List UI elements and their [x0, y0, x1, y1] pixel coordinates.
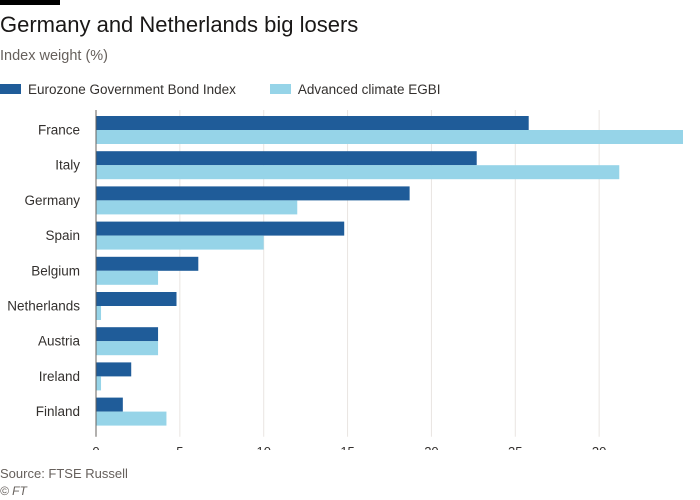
- legend-item-series-1: Eurozone Government Bond Index: [0, 82, 236, 97]
- bar-egbi-germany: [96, 186, 410, 201]
- bar-climate-egbi-austria: [96, 341, 159, 356]
- category-label: France: [38, 123, 80, 138]
- bar-climate-egbi-belgium: [96, 270, 159, 285]
- bar-egbi-spain: [96, 221, 345, 236]
- chart-legend: Eurozone Government Bond Index Advanced …: [0, 80, 440, 98]
- x-tick-label: 0: [92, 444, 99, 450]
- source-note: Source: FTSE Russell: [0, 466, 128, 481]
- category-label: Austria: [38, 334, 81, 349]
- bar-egbi-finland: [96, 397, 123, 412]
- x-tick-label: 20: [424, 444, 438, 450]
- x-tick-label: 15: [340, 444, 354, 450]
- brand-bar: [0, 0, 60, 5]
- category-label: Belgium: [31, 263, 80, 278]
- bar-egbi-italy: [96, 151, 477, 166]
- category-label: Spain: [45, 228, 80, 243]
- copyright-credit: © FT: [0, 484, 27, 498]
- legend-item-series-2: Advanced climate EGBI: [269, 81, 441, 97]
- legend-label-series-2: Advanced climate EGBI: [297, 81, 441, 97]
- legend-label-series-1: Eurozone Government Bond Index: [28, 81, 236, 97]
- chart-subtitle: Index weight (%): [0, 48, 108, 64]
- bar-climate-egbi-italy: [96, 165, 620, 180]
- category-label: Germany: [24, 193, 80, 208]
- category-label: Netherlands: [7, 299, 80, 314]
- bar-egbi-austria: [96, 327, 159, 342]
- x-tick-label: 5: [176, 444, 183, 450]
- bar-climate-egbi-germany: [96, 200, 298, 215]
- bar-climate-egbi-ireland: [96, 376, 102, 391]
- bar-climate-egbi-spain: [96, 235, 264, 250]
- bar-egbi-ireland: [96, 362, 132, 377]
- x-tick-label: 30: [592, 444, 606, 450]
- bar-chart: France Italy Germany Spain Belgium Netherland…: [7, 110, 683, 450]
- chart-title: Germany and Netherlands big losers: [0, 12, 359, 37]
- bar-egbi-netherlands: [96, 292, 177, 306]
- legend-swatch-series-2: [269, 84, 291, 94]
- legend-swatch-series-1: [0, 84, 21, 94]
- bar-egbi-belgium: [96, 256, 199, 271]
- bar-climate-egbi-france: [96, 130, 683, 144]
- category-label: Italy: [55, 158, 80, 173]
- x-tick-label: 25: [508, 444, 522, 450]
- bar-egbi-france: [96, 116, 529, 130]
- category-label: Ireland: [39, 369, 80, 384]
- x-tick-label: 10: [256, 444, 270, 450]
- category-label: Finland: [36, 404, 80, 419]
- bar-climate-egbi-finland: [96, 411, 167, 426]
- bar-climate-egbi-netherlands: [96, 306, 102, 320]
